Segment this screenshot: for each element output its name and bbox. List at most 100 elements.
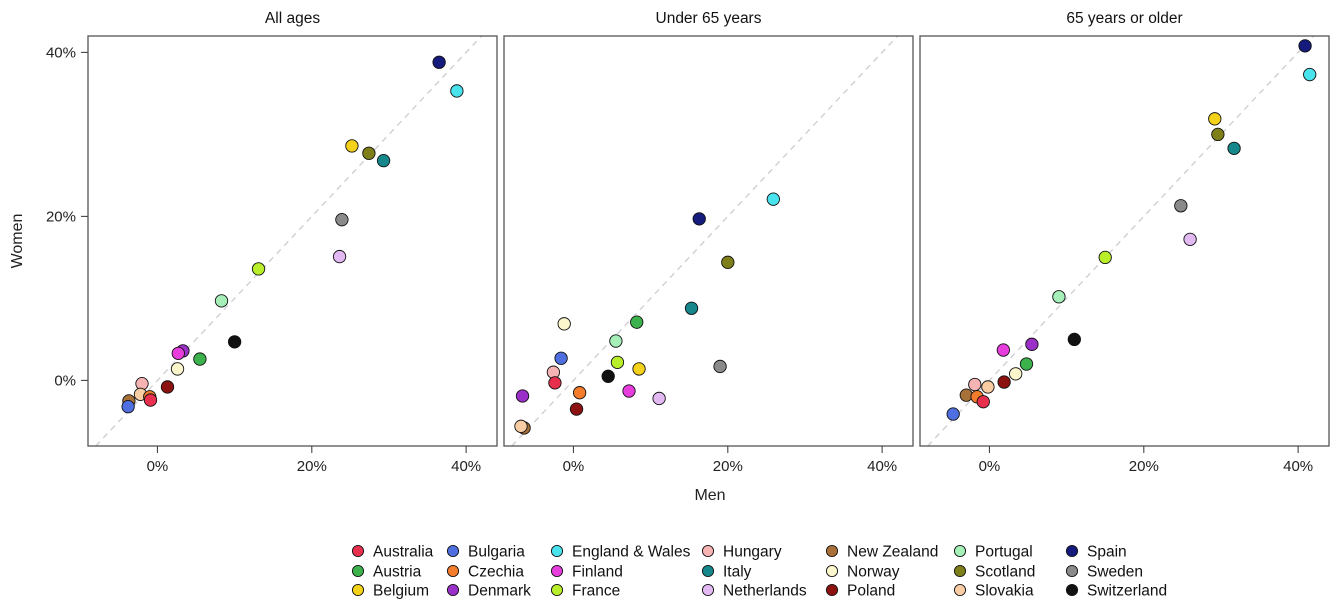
legend-label-belgium: Belgium <box>373 583 429 600</box>
data-point-italy: Italy <box>684 301 699 315</box>
data-point-bulgaria: Bulgaria <box>121 399 135 414</box>
x-axis-label: Men <box>694 487 725 504</box>
legend-marker-poland <box>825 583 839 597</box>
legend-item-australia: Australia <box>351 544 434 561</box>
data-point-norway: Norway <box>557 317 571 331</box>
data-point-austria: Austria <box>193 352 207 366</box>
panel-all-ages-title: All ages <box>265 10 320 27</box>
legend-item-bulgaria: Bulgaria <box>446 544 525 561</box>
legend-label-switzerland: Switzerland <box>1087 583 1167 600</box>
legend-item-poland: Poland <box>825 583 895 600</box>
legend: Australia Austria Belgium Bulgaria Czechia De… <box>351 544 1167 600</box>
legend-marker-slovakia <box>953 583 967 597</box>
legend-marker-switzerland <box>1065 583 1079 597</box>
legend-marker-portugal <box>953 544 967 558</box>
panel-all-ages-frame <box>87 35 498 447</box>
legend-item-czechia: Czechia <box>446 564 524 581</box>
data-point-belgium: Belgium <box>632 362 646 376</box>
panel-all-ages-x-tick-label: 20% <box>297 458 327 475</box>
legend-item-belgium: Belgium <box>351 583 429 600</box>
legend-label-norway: Norway <box>847 564 900 581</box>
data-point-austria: Austria <box>1019 357 1034 371</box>
panel-65-years-or-older-x-tick-label: 0% <box>979 458 1001 475</box>
y-axis-label: Women <box>9 214 26 269</box>
data-point-france: France <box>251 262 266 276</box>
data-point-italy: Italy <box>1227 141 1241 155</box>
legend-marker-austria <box>351 564 365 578</box>
data-point-hungary: Hungary <box>968 377 982 392</box>
panel-under-65-years-x-tick-label: 40% <box>867 458 897 475</box>
legend-item-spain: Spain <box>1065 544 1127 561</box>
data-point-england-and-wales: England & Wales <box>766 192 780 206</box>
data-point-portugal: Portugal <box>609 334 623 348</box>
legend-label-austria: Austria <box>373 564 422 581</box>
panel-under-65-years-title: Under 65 years <box>656 10 762 27</box>
legend-item-portugal: Portugal <box>953 544 1033 561</box>
data-point-netherlands: Netherlands <box>1183 232 1197 247</box>
data-point-norway: Norway <box>170 362 185 376</box>
legend-item-hungary: Hungary <box>701 544 782 561</box>
data-point-denmark: Denmark <box>515 389 530 403</box>
data-point-australia: Australia <box>548 376 562 390</box>
legend-marker-bulgaria <box>446 544 460 558</box>
panel-under-65-years-frame <box>503 35 914 447</box>
panel-under-65-years-x-tick-label: 20% <box>713 458 743 475</box>
data-point-sweden: Sweden <box>713 359 727 374</box>
legend-label-finland: Finland <box>572 564 623 581</box>
legend-label-hungary: Hungary <box>723 544 782 561</box>
legend-item-france: France <box>550 583 620 600</box>
data-point-belgium: Belgium <box>1208 112 1222 126</box>
legend-marker-new-zealand <box>825 544 839 558</box>
legend-marker-spain <box>1065 544 1079 558</box>
legend-item-norway: Norway <box>825 564 900 581</box>
data-point-portugal: Portugal <box>214 294 229 308</box>
legend-label-netherlands: Netherlands <box>723 583 807 600</box>
legend-label-sweden: Sweden <box>1087 564 1143 581</box>
panel-all-ages-identity-line <box>95 36 483 446</box>
data-point-australia: Australia <box>976 395 990 409</box>
y-tick-label: 0% <box>54 372 76 389</box>
legend-label-england-and-wales: England & Wales <box>572 544 691 561</box>
data-point-sweden: Sweden <box>335 213 349 227</box>
legend-item-finland: Finland <box>550 564 623 581</box>
legend-item-switzerland: Switzerland <box>1065 583 1167 600</box>
legend-item-denmark: Denmark <box>446 583 531 600</box>
legend-label-france: France <box>572 583 620 600</box>
panel-65-years-or-older-points: Spain England & Wales BelgiumScotlandItaly… <box>946 39 1317 421</box>
legend-label-slovakia: Slovakia <box>975 583 1034 600</box>
data-point-austria: Austria <box>630 315 644 329</box>
data-point-scotland: Scotland <box>1211 127 1225 142</box>
data-point-switzerland: Switzerland <box>227 335 242 349</box>
data-point-poland: Poland <box>997 375 1011 389</box>
legend-item-sweden: Sweden <box>1065 564 1143 581</box>
data-point-bulgaria: Bulgaria <box>946 407 960 421</box>
legend-item-england-and-wales: England & Wales <box>550 544 691 561</box>
legend-label-australia: Australia <box>373 544 434 561</box>
panel-65-years-or-older-x-tick-label: 20% <box>1129 458 1159 475</box>
panel-all-ages-x-tick-label: 0% <box>147 458 169 475</box>
legend-marker-england-and-wales <box>550 544 564 558</box>
legend-item-netherlands: Netherlands <box>701 583 807 600</box>
panel-65-years-or-older-x-tick-label: 40% <box>1283 458 1313 475</box>
legend-label-denmark: Denmark <box>468 583 531 600</box>
data-point-belgium: Belgium <box>345 139 359 153</box>
data-point-poland: Poland <box>569 402 584 416</box>
panel-under-65-years-identity-line <box>511 36 899 446</box>
data-point-portugal: Portugal <box>1052 290 1066 304</box>
data-point-italy: Italy <box>376 153 391 168</box>
panel-under-65-years-x-tick-label: 0% <box>563 458 585 475</box>
legend-marker-sweden <box>1065 564 1079 578</box>
legend-label-bulgaria: Bulgaria <box>468 544 525 561</box>
panel-all-ages-x-tick-label: 40% <box>451 458 481 475</box>
legend-marker-denmark <box>446 583 460 597</box>
data-point-poland: Poland <box>160 380 175 394</box>
data-point-finland: Finland <box>996 343 1010 357</box>
data-point-scotland: Scotland <box>721 255 735 269</box>
data-point-new-zealand: New Zealand <box>959 388 973 402</box>
panel-65-years-or-older-title: 65 years or older <box>1066 10 1182 27</box>
panel-65-years-or-older-identity-line <box>927 36 1315 446</box>
legend-label-new-zealand: New Zealand <box>847 544 938 561</box>
data-point-norway: Norway <box>1009 367 1023 381</box>
legend-label-scotland: Scotland <box>975 564 1035 581</box>
